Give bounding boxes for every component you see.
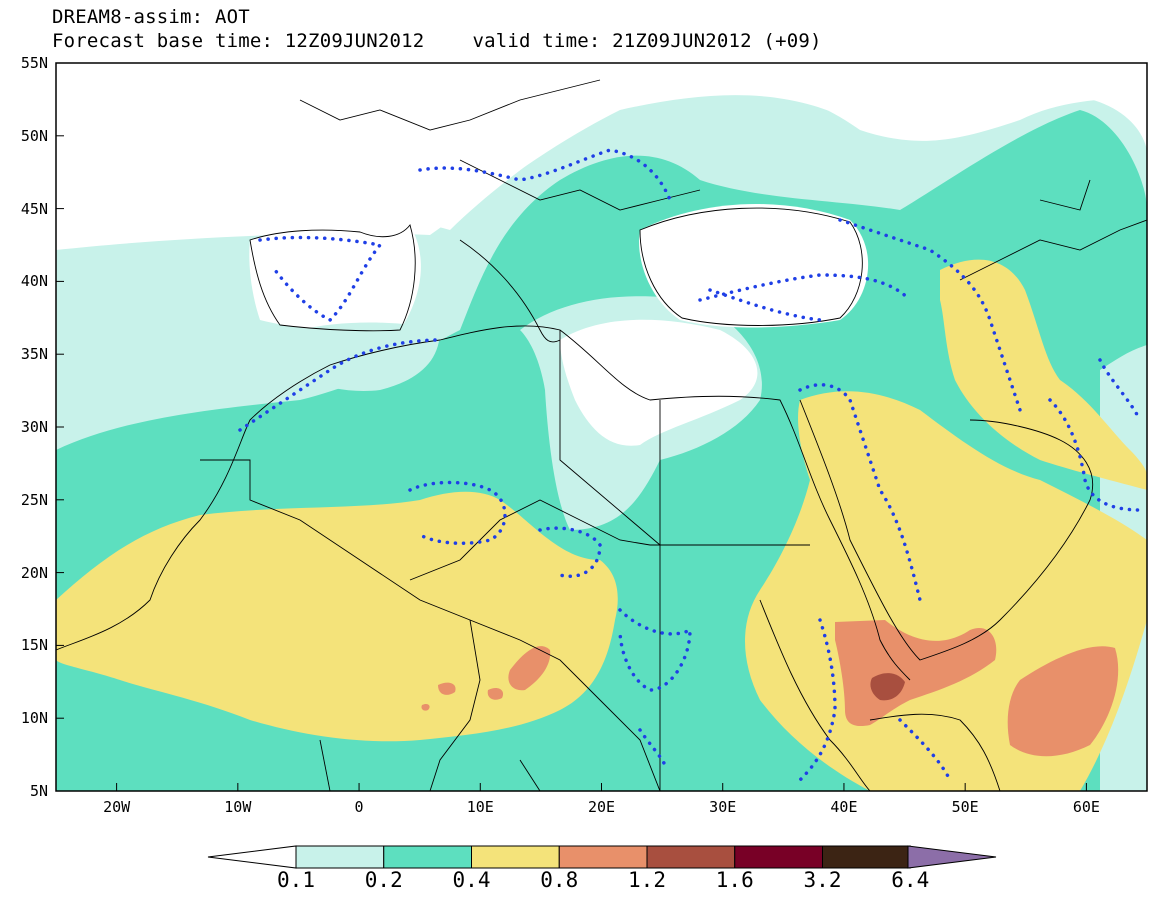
lon-tick-label: 10W — [224, 798, 252, 816]
aot-band-0.4 — [56, 491, 618, 742]
colorbar-label: 3.2 — [803, 868, 842, 892]
lat-tick-label: 55N — [20, 54, 48, 72]
colorbar-cell — [471, 845, 560, 869]
colorbar-label: 0.8 — [540, 868, 579, 892]
aot-band-1.2 — [870, 673, 905, 701]
lon-tick-label: 20W — [103, 798, 131, 816]
lat-tick-label: 10N — [20, 709, 48, 728]
lat-tick-label: 25N — [20, 490, 48, 509]
lon-tick-label: 10E — [466, 798, 494, 816]
lat-tick-label: 30N — [20, 418, 48, 436]
coastlines — [56, 79, 1147, 791]
lon-tick-label: 60E — [1072, 798, 1100, 816]
colorbar-cell — [822, 845, 911, 869]
observation-contours — [238, 148, 1142, 782]
lat-tick-label: 15N — [20, 636, 48, 655]
lat-tick-label: 50N — [20, 126, 48, 145]
base-time: Forecast base time: 12Z09JUN2012 — [52, 30, 425, 52]
lon-tick-label: 0 — [354, 798, 364, 816]
lon-tick-label: 50E — [951, 798, 979, 816]
colorbar — [207, 845, 997, 869]
lon-tick-label: 40E — [830, 798, 858, 816]
valid-time: valid time: 21Z09JUN2012 (+09) — [472, 30, 822, 52]
colorbar-arrow-high — [907, 845, 997, 869]
lat-tick-label: 5N — [29, 782, 48, 800]
colorbar-cell — [295, 845, 385, 869]
lat-tick-label: 40N — [20, 272, 48, 291]
colorbar-cell — [383, 845, 472, 869]
colorbar-arrow-low — [207, 845, 297, 869]
colorbar-cell — [734, 845, 823, 869]
colorbar-label: 0.1 — [277, 868, 315, 892]
lon-tick-label: 20E — [587, 798, 616, 816]
colorbar-label: 1.6 — [715, 868, 754, 892]
lat-tick-label: 45N — [20, 199, 48, 218]
colorbar-label: 1.2 — [628, 868, 666, 892]
lon-tick-label: 30E — [709, 798, 737, 816]
colorbar-label: 6.4 — [891, 868, 930, 892]
colorbar-label: 0.2 — [364, 868, 403, 892]
time-info: Forecast base time: 12Z09JUN2012 valid ti… — [52, 30, 822, 52]
map-title: DREAM8-assim: AOT — [52, 6, 250, 28]
lat-tick-label: 20N — [20, 563, 48, 582]
aot-band-0.8 — [835, 620, 997, 727]
colorbar-label: 0.4 — [452, 868, 491, 892]
colorbar-cell — [558, 845, 648, 869]
lat-tick-label: 35N — [20, 345, 48, 364]
aot-field — [56, 63, 1147, 791]
colorbar-cell — [646, 845, 736, 869]
